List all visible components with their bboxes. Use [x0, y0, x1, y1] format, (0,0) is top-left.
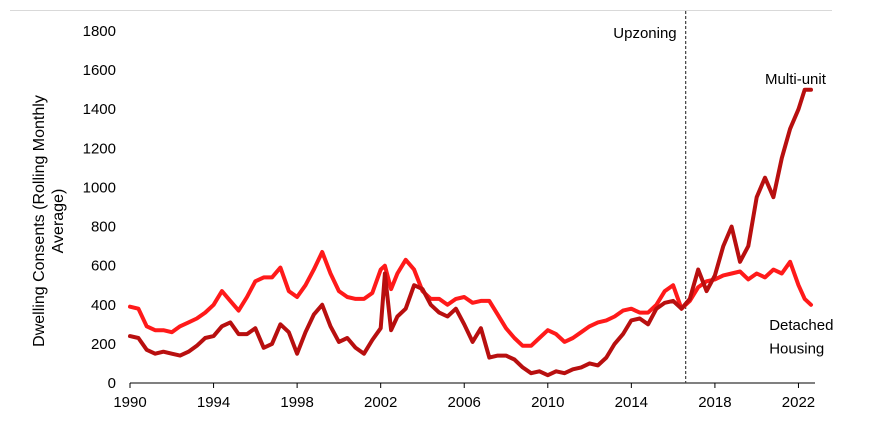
x-tick-label: 1998 — [280, 394, 313, 411]
y-axis-title-line: Average) — [50, 189, 67, 254]
x-tick-label: 2002 — [364, 394, 397, 411]
multi-unit-line — [128, 87, 813, 378]
y-tick-label: 1800 — [83, 23, 116, 40]
x-tick-label: 2018 — [698, 394, 731, 411]
series-label: Multi-unit — [765, 71, 827, 88]
y-tick-label: 400 — [91, 297, 116, 314]
x-tick-label: 1994 — [197, 394, 230, 411]
y-tick-label: 200 — [91, 336, 116, 353]
y-axis: 0 200 400 600 800 1000 1200 1400 1600 1800 — [83, 23, 116, 392]
y-axis-title: Dwelling Consents (Rolling Monthly Averag… — [31, 95, 67, 347]
x-tick-label: 1990 — [113, 394, 146, 411]
series-lines — [128, 87, 813, 378]
y-axis-title-line: Dwelling Consents (Rolling Monthly — [31, 95, 48, 347]
x-axis: 1990 1994 1998 2002 2006 2010 2014 2018 2022 — [113, 382, 815, 411]
y-axis-label: Dwelling Consents (Rolling Monthly Averag… — [31, 95, 67, 347]
upzoning-label: Upzoning — [613, 25, 676, 42]
x-tick-label: 2022 — [782, 394, 815, 411]
y-tick-label: 800 — [91, 219, 116, 236]
x-tick-label: 2014 — [615, 394, 648, 411]
series-label: Housing — [769, 341, 824, 358]
y-tick-label: 1600 — [83, 62, 116, 79]
series-label: Detached — [769, 317, 833, 334]
detached-housing-line — [128, 250, 813, 348]
y-tick-label: 0 — [108, 375, 116, 392]
annotations: Upzoning — [613, 11, 687, 383]
y-tick-label: 1000 — [83, 179, 116, 196]
x-tick-label: 2006 — [448, 394, 481, 411]
y-tick-label: 1200 — [83, 140, 116, 157]
series-labels: Multi-unit Detached Housing — [765, 71, 833, 358]
y-tick-label: 600 — [91, 258, 116, 275]
top-rule — [10, 10, 832, 11]
y-tick-label: 1400 — [83, 101, 116, 118]
x-tick-label: 2010 — [531, 394, 564, 411]
